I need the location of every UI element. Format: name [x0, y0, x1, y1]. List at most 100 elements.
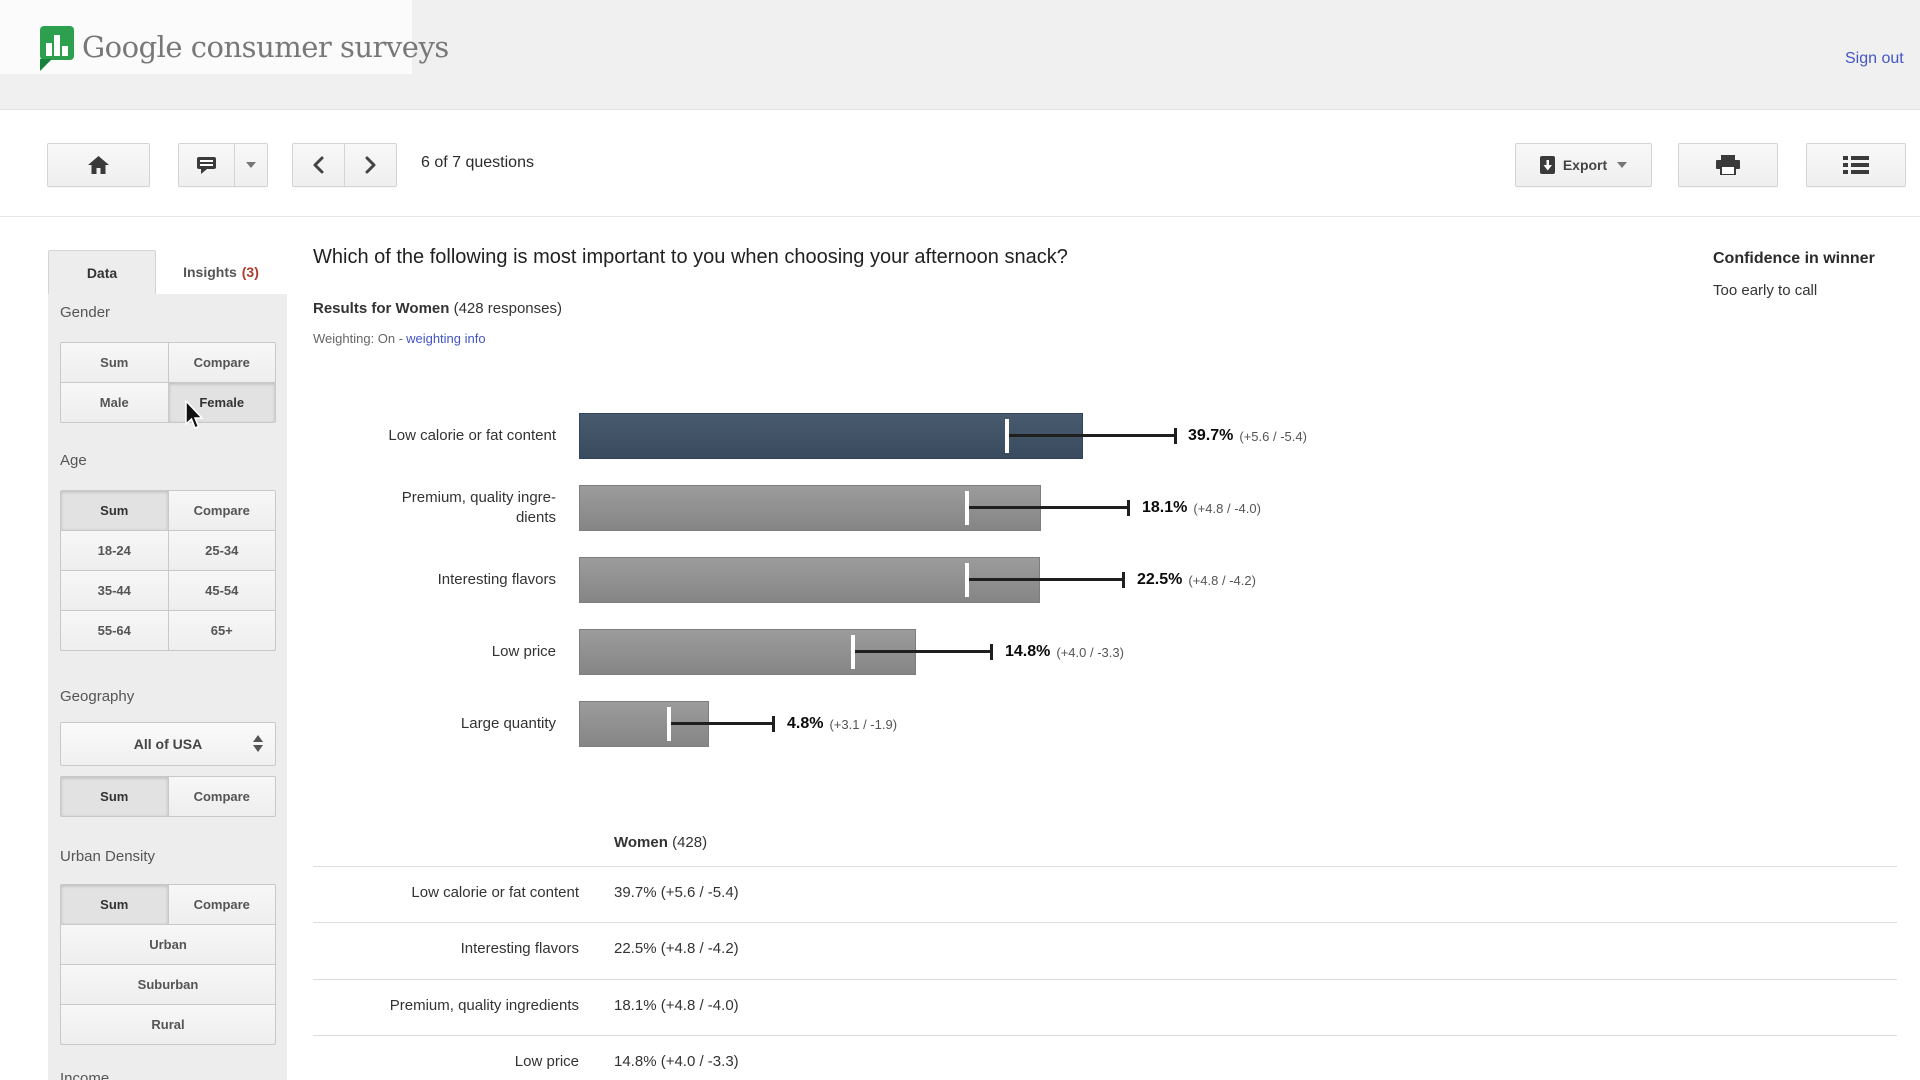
gender-sum-button[interactable]: Sum	[61, 343, 168, 382]
speech-bubble-tail	[40, 59, 52, 71]
file-download-icon	[1539, 156, 1555, 174]
age-compare-button[interactable]: Compare	[168, 491, 275, 530]
chevron-left-icon	[313, 156, 324, 174]
chart-value-label: 39.7% (+5.6 / -5.4)	[1188, 427, 1307, 444]
error-bar-right-cap	[1127, 500, 1130, 516]
chart-row: Large quantity 4.8% (+3.1 / -1.9)	[0, 700, 1920, 748]
age-range-button[interactable]: 18-24	[61, 531, 168, 570]
urban-density-sum-button[interactable]: Sum	[61, 885, 168, 924]
urban-density-section-title: Urban Density	[60, 848, 156, 865]
table-row: Premium, quality ingredients 18.1% (+4.8…	[0, 979, 1920, 1036]
home-button[interactable]	[47, 143, 150, 187]
error-bar-right-cap	[772, 716, 775, 732]
region-select-value: All of USA	[133, 736, 203, 752]
table-row: Low price 14.8% (+4.0 / -3.3)	[0, 1035, 1920, 1080]
chart-category-label: Low calorie or fat content	[388, 427, 556, 444]
age-range-button[interactable]: 55-64	[61, 611, 168, 650]
error-bar-left-cap	[851, 635, 855, 669]
tab-insights[interactable]: Insights (3)	[156, 250, 286, 294]
export-button-label: Export	[1562, 157, 1608, 173]
chevron-right-icon	[365, 156, 376, 174]
chart-category-label: Large quantity	[460, 715, 556, 732]
table-row-divider	[313, 866, 1897, 867]
table-column-header: Women (428)	[614, 834, 707, 851]
gender-male-button[interactable]: Male	[61, 383, 168, 422]
geography-sum-button[interactable]: Sum	[61, 777, 168, 816]
geography-filter-group: Sum Compare	[60, 776, 276, 817]
printer-icon	[1716, 155, 1740, 175]
table-row: Interesting flavors 22.5% (+4.8 / -4.2)	[0, 922, 1920, 979]
chart-row: Interesting flavors 22.5% (+4.8 / -4.2)	[0, 556, 1920, 604]
age-range-button[interactable]: 45-54	[168, 571, 275, 610]
chart-value-label: 4.8% (+3.1 / -1.9)	[787, 715, 898, 732]
weighting-status: Weighting: On -	[313, 331, 404, 346]
confidence-title: Confidence in winner	[1713, 250, 1875, 267]
table-row-label: Low calorie or fat content	[411, 884, 579, 901]
age-range-button[interactable]: 65+	[168, 611, 275, 650]
chart-bar[interactable]	[579, 485, 1041, 531]
table-row-divider	[313, 1035, 1897, 1036]
region-select[interactable]: All of USA	[60, 722, 276, 766]
caret-down-icon	[1617, 162, 1628, 168]
error-bar-left-cap	[1005, 419, 1009, 453]
geography-compare-button[interactable]: Compare	[168, 777, 275, 816]
error-bar-left-cap	[965, 563, 969, 597]
table-row-value: 14.8% (+4.0 / -3.3)	[614, 1053, 739, 1070]
question-type-button[interactable]	[178, 143, 235, 187]
chart-row: Premium, quality ingre-dients 18.1% (+4.8…	[0, 484, 1920, 532]
error-bar-left-cap	[667, 707, 671, 741]
table-row-divider	[313, 979, 1897, 980]
table-row-label: Interesting flavors	[460, 940, 579, 957]
toolbar-separator	[0, 216, 1920, 217]
error-bar-line	[669, 722, 775, 725]
speech-bubble-lines-icon	[197, 156, 216, 174]
responses-count: (428 responses)	[449, 300, 562, 317]
weighting-info-link[interactable]: weighting info	[406, 331, 486, 346]
chart-bar[interactable]	[579, 413, 1083, 459]
export-button[interactable]: Export	[1515, 143, 1652, 187]
urban-density-compare-button[interactable]: Compare	[168, 885, 275, 924]
caret-down-icon	[246, 162, 256, 168]
insights-count-badge: (3)	[241, 264, 259, 280]
chart-value-label: 22.5% (+4.8 / -4.2)	[1137, 571, 1256, 588]
error-bar-right-cap	[1174, 428, 1177, 444]
age-range-button[interactable]: 35-44	[61, 571, 168, 610]
geography-section-title: Geography	[60, 688, 135, 705]
table-row-value: 39.7% (+5.6 / -5.4)	[614, 884, 739, 901]
chart-category-label: Interesting flavors	[437, 571, 556, 588]
table-row-value: 18.1% (+4.8 / -4.0)	[614, 997, 739, 1014]
age-sum-button[interactable]: Sum	[61, 491, 168, 530]
error-bar-line	[853, 650, 993, 653]
list-view-button[interactable]	[1806, 143, 1906, 187]
error-bar-left-cap	[965, 491, 969, 525]
sign-out-link[interactable]: Sign out	[1845, 50, 1904, 67]
rural-button[interactable]: Rural	[61, 1005, 275, 1044]
error-bar-right-cap	[990, 644, 993, 660]
print-button[interactable]	[1678, 143, 1778, 187]
list-bullets-icon	[1843, 156, 1869, 174]
table-row-divider	[313, 922, 1897, 923]
error-bar-right-cap	[1122, 572, 1125, 588]
results-subtitle: Results for Women (428 responses)	[313, 300, 562, 317]
previous-question-button[interactable]	[292, 143, 345, 187]
suburban-button[interactable]: Suburban	[61, 965, 275, 1004]
bar-chart-speech-bubble-icon	[40, 26, 74, 60]
age-filter-group: Sum Compare 18-24 25-34 35-44 45-54 55-6…	[60, 490, 276, 651]
table-row: Low calorie or fat content 39.7% (+5.6 /…	[0, 866, 1920, 923]
tab-data[interactable]: Data	[48, 250, 156, 294]
table-row-label: Low price	[514, 1053, 579, 1070]
table-row-label: Premium, quality ingredients	[389, 997, 579, 1014]
urban-button[interactable]: Urban	[61, 925, 275, 964]
question-counter: 6 of 7 questions	[421, 154, 534, 171]
error-bar-line	[967, 578, 1125, 581]
gender-filter-group: Sum Compare Male Female	[60, 342, 276, 423]
gender-compare-button[interactable]: Compare	[168, 343, 275, 382]
question-type-dropdown-button[interactable]	[234, 143, 268, 187]
age-range-button[interactable]: 25-34	[168, 531, 275, 570]
chart-value-label: 18.1% (+4.8 / -4.0)	[1142, 499, 1261, 516]
gender-section-title: Gender	[60, 304, 111, 321]
next-question-button[interactable]	[344, 143, 397, 187]
product-name: Google consumer surveys	[82, 30, 449, 64]
question-title: Which of the following is most important…	[313, 246, 1068, 268]
